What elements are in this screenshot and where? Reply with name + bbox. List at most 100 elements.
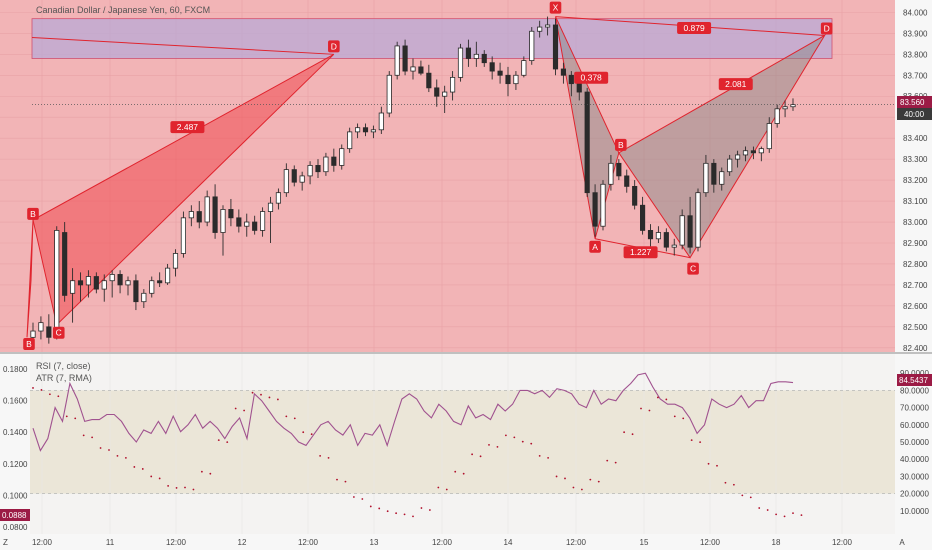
candlestick-series [30, 16, 796, 348]
candle-up [394, 45, 400, 76]
time-tick-label: 12:00 [432, 538, 453, 547]
atr-dot [74, 417, 77, 420]
atr-dot [150, 475, 153, 478]
atr-dot [184, 486, 186, 489]
rsi-line [32, 372, 794, 452]
candle-up [378, 112, 384, 131]
price-tick-label: 84.000 [903, 8, 928, 17]
candle-up [220, 209, 226, 233]
atr-title: ATR (7, RMA) [36, 373, 92, 383]
atr-dot [65, 415, 68, 418]
atr-dot [724, 481, 727, 484]
time-tick-label: 11 [106, 538, 115, 547]
price-tick-label: 83.900 [903, 29, 928, 38]
candle-up [386, 74, 392, 114]
atr-dot [496, 445, 499, 448]
candle-up [172, 253, 179, 269]
atr-dot [234, 407, 237, 410]
ratio-0-879: 0.879 [683, 23, 705, 33]
candle-down [481, 53, 487, 64]
atr-dot [783, 515, 786, 518]
chart-title: Canadian Dollar / Japanese Yen, 60, FXCM [36, 5, 210, 15]
price-tick-label: 83.800 [903, 50, 928, 59]
atr-dot [614, 461, 617, 464]
atr-dot [521, 440, 524, 443]
candle-down [505, 74, 511, 85]
atr-tick-label: 0.1600 [3, 397, 28, 406]
atr-dot [285, 415, 288, 418]
indicator-axes[interactable]: 0.1800 0.1600 0.1400 0.1200 0.1000 0.0800 90.0… [3, 365, 929, 532]
atr-dot [352, 496, 355, 498]
candle-down [592, 192, 598, 227]
candle-up [283, 169, 289, 194]
rsi-tick-label: 20.0000 [900, 490, 929, 499]
atr-dot [361, 498, 364, 500]
candle-down [584, 91, 590, 194]
atr-dot [488, 443, 490, 446]
highlight-zone [31, 18, 833, 59]
candle-up [85, 276, 91, 286]
candle-up [521, 60, 527, 76]
ratio-1-227: 1.227 [630, 247, 652, 257]
atr-dot [336, 478, 338, 481]
price-tick-label: 82.900 [903, 239, 928, 248]
price-tick-label: 83.700 [903, 71, 928, 80]
point-c-2: C [690, 264, 696, 274]
price-tick-label: 82.600 [903, 302, 928, 311]
atr-dot [564, 477, 566, 480]
candle-down [157, 280, 163, 284]
atr-tick-label: 0.1200 [3, 460, 28, 469]
price-axis-bg [895, 0, 932, 352]
time-axis[interactable]: 12:00 11 12:00 12 12:00 13 12:00 14 12:00 15 12:00… [32, 538, 905, 547]
atr-dot [167, 485, 170, 487]
atr-dot [116, 455, 119, 457]
rsi-tick-label: 90.0000 [900, 369, 929, 378]
candle-up [180, 217, 186, 254]
candle-up [545, 24, 551, 28]
atr-dot [412, 515, 414, 518]
candle-down [632, 185, 638, 206]
candle-down [426, 72, 432, 89]
atr-dot [665, 398, 668, 401]
atr-dot [403, 513, 406, 516]
candle-up [70, 280, 76, 294]
atr-dot [91, 436, 94, 439]
point-d-1-bg [328, 40, 340, 53]
atr-dot [699, 441, 702, 443]
candle-down [362, 127, 369, 133]
atr-dot [226, 441, 229, 443]
candle-down [640, 204, 646, 231]
candle-up [38, 322, 44, 332]
abcd-projection-line [31, 37, 334, 55]
candle-up [347, 131, 353, 150]
atr-dot [597, 480, 600, 483]
atr-dot [479, 455, 482, 458]
ratio-2-081: 2.081 [725, 79, 747, 89]
candle-down [402, 45, 408, 72]
atr-dot [141, 468, 144, 470]
atr-dot [800, 514, 803, 516]
candle-up [125, 280, 131, 286]
candle-up [782, 106, 788, 110]
atr-dot [766, 509, 769, 511]
atr-dot [40, 389, 43, 391]
countdown-badge-bg [897, 108, 932, 120]
price-tick-label: 83.400 [903, 134, 928, 143]
atr-dot [319, 455, 322, 457]
candle-up [719, 171, 725, 185]
candle-down [62, 232, 68, 296]
rsi-tick-label: 60.0000 [900, 421, 929, 430]
candle-up [442, 91, 448, 97]
atr-dot [732, 483, 735, 486]
atr-dot [749, 496, 752, 499]
price-tick-label: 82.800 [903, 260, 928, 269]
time-tick-label: 12:00 [700, 538, 721, 547]
candle-up [735, 154, 741, 160]
candle-up [774, 108, 780, 124]
time-tick-label: 12:00 [566, 538, 587, 547]
price-tick-label: 83.200 [903, 176, 928, 185]
rsi-tick-label: 50.0000 [900, 438, 929, 447]
atr-dot [260, 393, 262, 396]
point-b-origin: B [26, 339, 32, 349]
